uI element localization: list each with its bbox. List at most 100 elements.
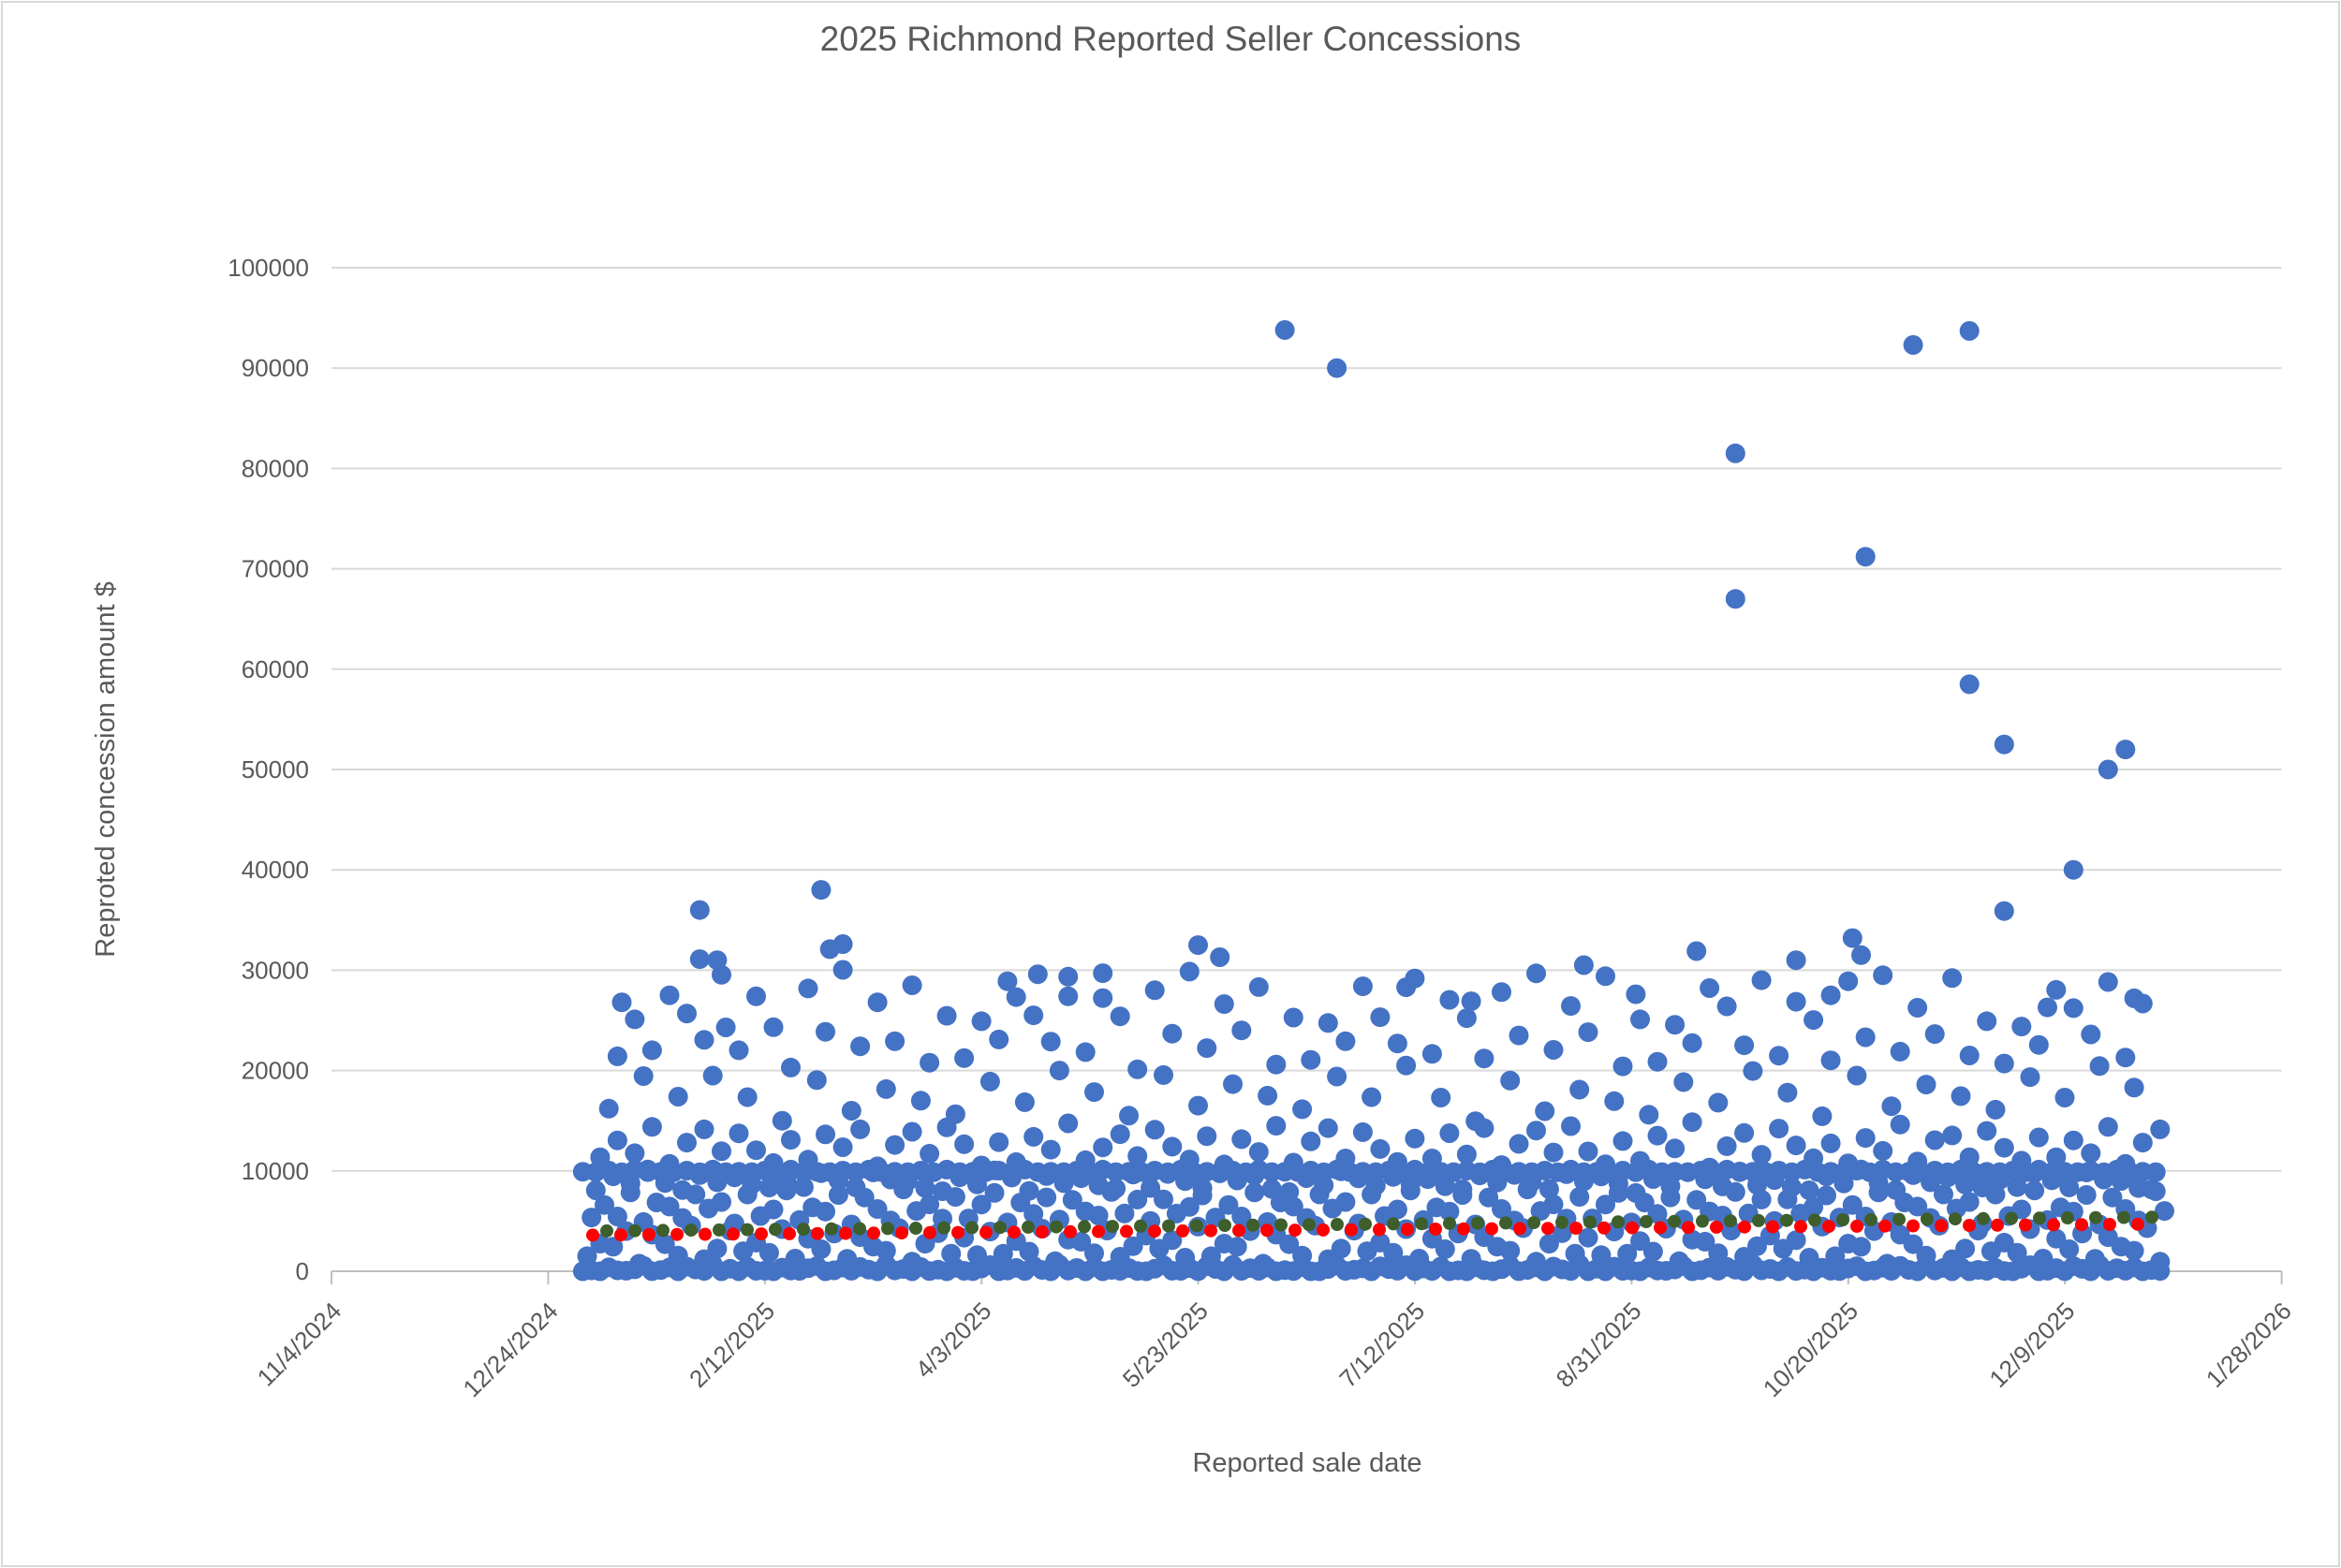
data-point xyxy=(712,1141,731,1162)
green-trendline-dot xyxy=(1752,1213,1765,1227)
data-point xyxy=(1569,1187,1590,1208)
data-point xyxy=(1327,1066,1347,1087)
outlier-data-point xyxy=(707,950,728,971)
data-point xyxy=(746,1140,766,1161)
data-point xyxy=(1942,968,1963,989)
data-point xyxy=(1088,1206,1109,1225)
data-point xyxy=(967,1245,987,1266)
green-trendline-dot xyxy=(1415,1217,1428,1231)
data-point xyxy=(1665,1015,1686,1035)
data-point xyxy=(1093,1137,1113,1158)
data-point xyxy=(1509,1025,1529,1046)
data-point xyxy=(1383,1242,1404,1263)
data-point xyxy=(1924,1024,1945,1045)
red-trendline-dot xyxy=(1036,1225,1049,1238)
red-trendline-dot xyxy=(1401,1223,1414,1237)
green-trendline-dot xyxy=(1583,1215,1597,1229)
data-point xyxy=(1959,1192,1980,1212)
data-point xyxy=(902,1121,922,1142)
outlier-data-point xyxy=(1725,589,1745,609)
data-point xyxy=(793,1177,814,1197)
data-point xyxy=(729,1123,749,1144)
data-point xyxy=(641,1117,662,1137)
data-point xyxy=(1479,1187,1499,1208)
data-point xyxy=(607,1130,627,1150)
outlier-data-point xyxy=(2115,740,2136,760)
data-point xyxy=(2102,1187,2123,1208)
data-point xyxy=(1456,1144,1477,1165)
data-point xyxy=(1352,1121,1373,1142)
red-trendline-dot xyxy=(2075,1218,2088,1232)
y-tick-label: 90000 xyxy=(242,354,309,382)
red-trendline-dot xyxy=(867,1226,880,1240)
data-point xyxy=(1886,1180,1907,1200)
data-point xyxy=(1071,1231,1092,1252)
data-point xyxy=(1799,1180,1819,1200)
data-point xyxy=(1786,991,1806,1012)
data-point xyxy=(1509,1134,1529,1154)
green-trendline-dot xyxy=(1921,1212,1934,1226)
data-point xyxy=(2145,1162,2166,1182)
data-point xyxy=(1292,1099,1313,1120)
data-point xyxy=(1977,1121,1997,1141)
data-point xyxy=(1175,1248,1196,1268)
data-point xyxy=(1561,996,1581,1017)
green-trendline-dot xyxy=(937,1221,950,1235)
data-point xyxy=(832,1137,853,1157)
data-point xyxy=(2028,1034,2049,1055)
data-point xyxy=(2081,1024,2101,1045)
data-point xyxy=(1110,1006,1130,1027)
green-trendline-dot xyxy=(1640,1215,1653,1228)
green-trendline-dot xyxy=(1303,1218,1316,1232)
data-point xyxy=(1119,1106,1139,1126)
data-point xyxy=(798,1150,818,1170)
green-trendline-dot xyxy=(1724,1214,1737,1228)
data-point xyxy=(629,1253,650,1274)
green-trendline-dot xyxy=(1977,1211,1990,1225)
green-trendline-dot xyxy=(1078,1220,1091,1234)
outlier-data-point xyxy=(1210,947,1230,967)
data-point xyxy=(1647,1204,1668,1224)
data-point xyxy=(1439,1123,1460,1143)
data-point xyxy=(577,1246,597,1267)
data-point xyxy=(1387,1151,1407,1172)
data-point xyxy=(971,1194,992,1215)
data-point xyxy=(729,1040,749,1061)
data-point xyxy=(1820,1133,1841,1153)
data-point xyxy=(1617,1243,1638,1264)
data-point xyxy=(1231,1207,1252,1226)
data-point xyxy=(1903,1234,1923,1254)
data-point xyxy=(1855,1027,1876,1048)
outlier-data-point xyxy=(1058,986,1079,1006)
data-point xyxy=(1769,1046,1789,1066)
red-trendline-dot xyxy=(1148,1224,1161,1238)
data-point xyxy=(1804,1010,1824,1031)
red-trendline-dot xyxy=(1429,1223,1442,1236)
green-trendline-dot xyxy=(769,1223,782,1237)
data-point xyxy=(781,1130,801,1150)
outlier-data-point xyxy=(1855,547,1876,567)
data-point xyxy=(936,1005,957,1026)
data-point xyxy=(1331,1238,1351,1259)
red-trendline-dot xyxy=(1682,1221,1695,1235)
data-point xyxy=(1578,1141,1598,1162)
data-point xyxy=(655,1234,675,1254)
green-trendline-dot xyxy=(1246,1218,1259,1232)
data-point xyxy=(806,1070,827,1091)
data-point xyxy=(867,1199,888,1219)
green-trendline-dot xyxy=(1471,1216,1484,1230)
outlier-data-point xyxy=(1396,977,1417,998)
data-point xyxy=(1994,1137,2014,1158)
y-tick-label: 40000 xyxy=(242,856,309,884)
outlier-data-point xyxy=(1188,935,1208,956)
data-point xyxy=(876,1240,896,1261)
data-point xyxy=(885,1031,905,1051)
data-point xyxy=(2063,1130,2083,1150)
red-trendline-dot xyxy=(2019,1218,2032,1232)
outlier-data-point xyxy=(1093,963,1113,984)
data-point xyxy=(1804,1196,1824,1217)
data-point xyxy=(1985,1099,2006,1120)
data-point xyxy=(1877,1253,1897,1274)
y-tick-label: 80000 xyxy=(242,454,309,482)
data-point xyxy=(841,1101,861,1121)
